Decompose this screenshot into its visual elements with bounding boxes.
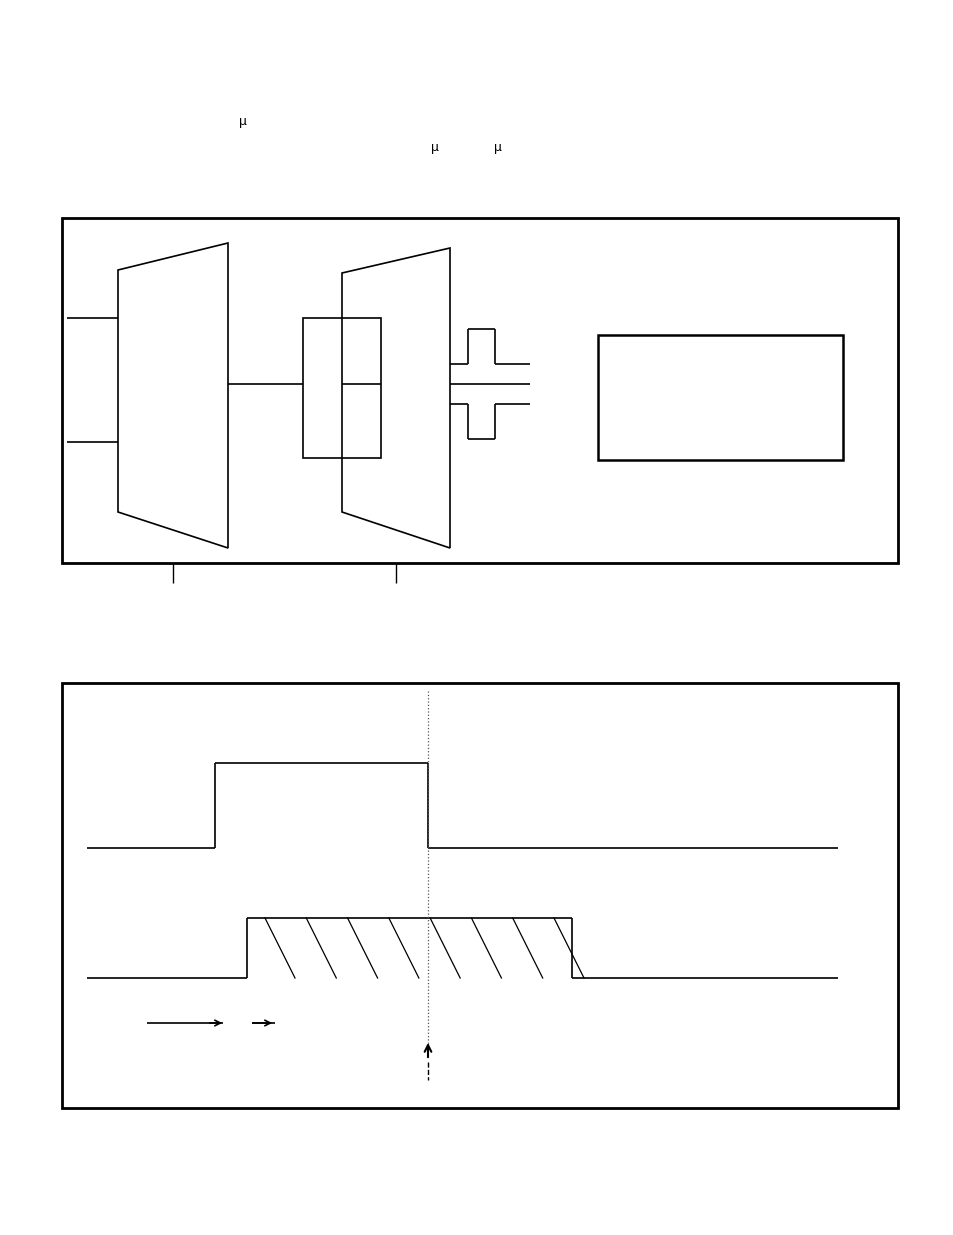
Text: μ: μ <box>431 142 438 154</box>
Text: μ: μ <box>239 116 247 128</box>
Text: μ: μ <box>494 142 501 154</box>
Bar <box>62 683 897 1108</box>
Bar <box>598 335 842 459</box>
Bar <box>303 317 380 458</box>
Bar <box>62 219 897 563</box>
